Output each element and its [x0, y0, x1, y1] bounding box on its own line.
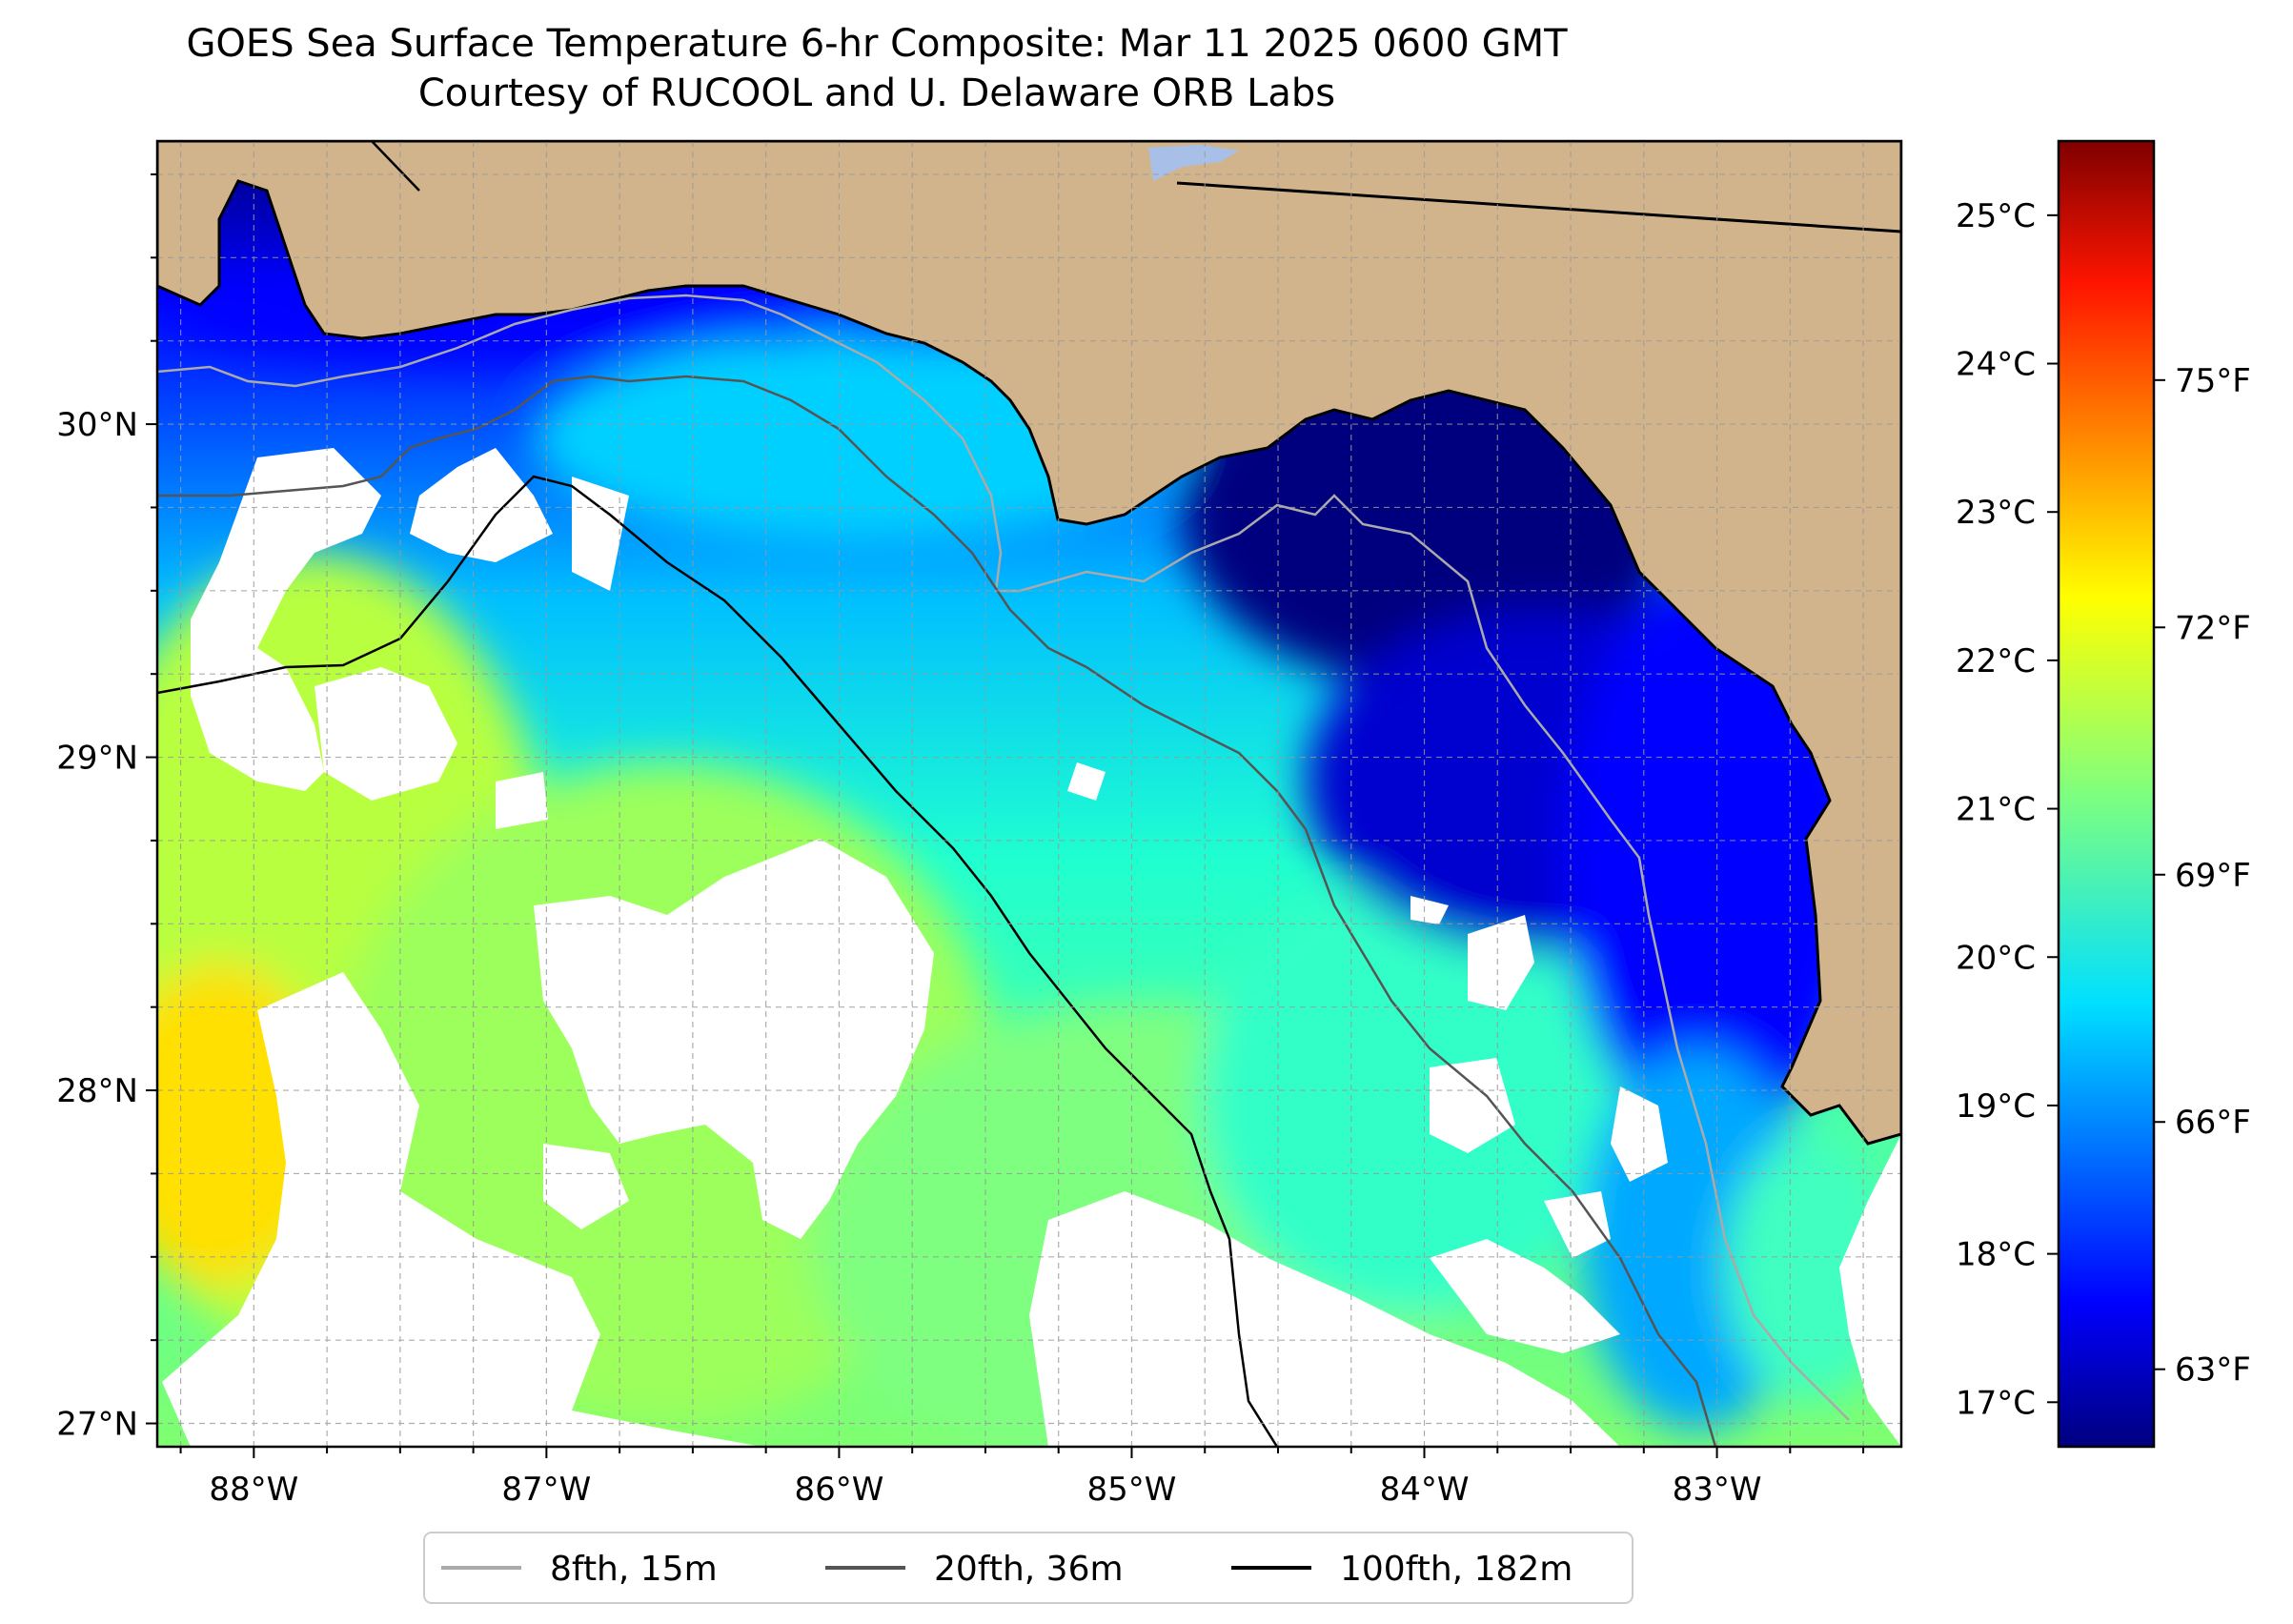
title-line-2: Courtesy of RUCOOL and U. Delaware ORB L…	[417, 71, 1336, 115]
celsius-tick-label: 23°C	[1956, 494, 2036, 532]
celsius-tick-label: 19°C	[1956, 1087, 2036, 1126]
longitude-axis: 88°W 87°W 86°W 85°W 84°W 83°W	[179, 1447, 1865, 1509]
colorbar	[2057, 139, 2156, 1449]
celsius-tick-label: 22°C	[1956, 642, 2036, 680]
fahrenheit-tick-label: 72°F	[2175, 609, 2251, 647]
isobath-100fth	[157, 475, 1279, 1447]
legend-label-1: 8fth, 15m	[550, 1550, 718, 1589]
lat-tick-label: 29°N	[56, 740, 138, 778]
state-boundary-west	[371, 141, 420, 192]
fahrenheit-tick-label: 69°F	[2175, 857, 2251, 895]
fahrenheit-tick-label: 63°F	[2175, 1351, 2251, 1390]
celsius-tick-label: 17°C	[1956, 1384, 2036, 1422]
lon-tick-label: 86°W	[794, 1471, 883, 1509]
lat-tick-label: 27°N	[56, 1406, 138, 1444]
colorbar-celsius-axis: 17°C 18°C 19°C 20°C 21°C 22°C 23°C 24°C 25°C	[1956, 197, 2059, 1422]
map-title: GOES Sea Surface Temperature 6-hr Compos…	[0, 19, 1754, 118]
legend-box	[423, 1532, 1634, 1604]
fahrenheit-tick-label: 75°F	[2175, 362, 2251, 400]
se-no-data	[1839, 1134, 1901, 1447]
celsius-tick-label: 20°C	[1956, 939, 2036, 977]
celsius-tick-label: 18°C	[1956, 1236, 2036, 1274]
colorbar-fahrenheit-axis: 63°F 66°F 69°F 72°F 75°F	[2154, 362, 2251, 1390]
map-gridlines	[157, 141, 1901, 1447]
lon-tick-label: 87°W	[501, 1471, 591, 1509]
celsius-tick-label: 21°C	[1956, 791, 2036, 829]
lon-tick-label: 83°W	[1673, 1471, 1762, 1509]
isobath-legend: 8fth, 15m 20fth, 36m 100fth, 182m	[423, 1532, 1634, 1604]
title-line-1: GOES Sea Surface Temperature 6-hr Compos…	[186, 22, 1568, 66]
lon-tick-label: 85°W	[1087, 1471, 1177, 1509]
celsius-tick-label: 24°C	[1956, 346, 2036, 384]
land-mass	[157, 141, 1901, 1146]
celsius-tick-label: 25°C	[1956, 197, 2036, 235]
legend-label-3: 100fth, 182m	[1340, 1550, 1573, 1589]
lat-tick-label: 28°N	[56, 1072, 138, 1110]
fahrenheit-tick-label: 66°F	[2175, 1104, 2251, 1142]
isobath-20fth	[157, 375, 1717, 1447]
sst-map-area	[157, 141, 1901, 1447]
legend-label-2: 20fth, 36m	[934, 1550, 1124, 1589]
lat-tick-label: 30°N	[56, 406, 138, 444]
isobath-8fth	[157, 294, 1850, 1421]
no-data-patches	[162, 448, 1668, 1447]
latitude-axis: 27°N 28°N 29°N 30°N	[56, 173, 157, 1444]
lake	[1148, 145, 1239, 181]
lon-tick-label: 84°W	[1380, 1471, 1470, 1509]
lon-tick-label: 88°W	[209, 1471, 298, 1509]
state-boundary	[1176, 181, 1901, 233]
map-frame	[155, 139, 1903, 1449]
